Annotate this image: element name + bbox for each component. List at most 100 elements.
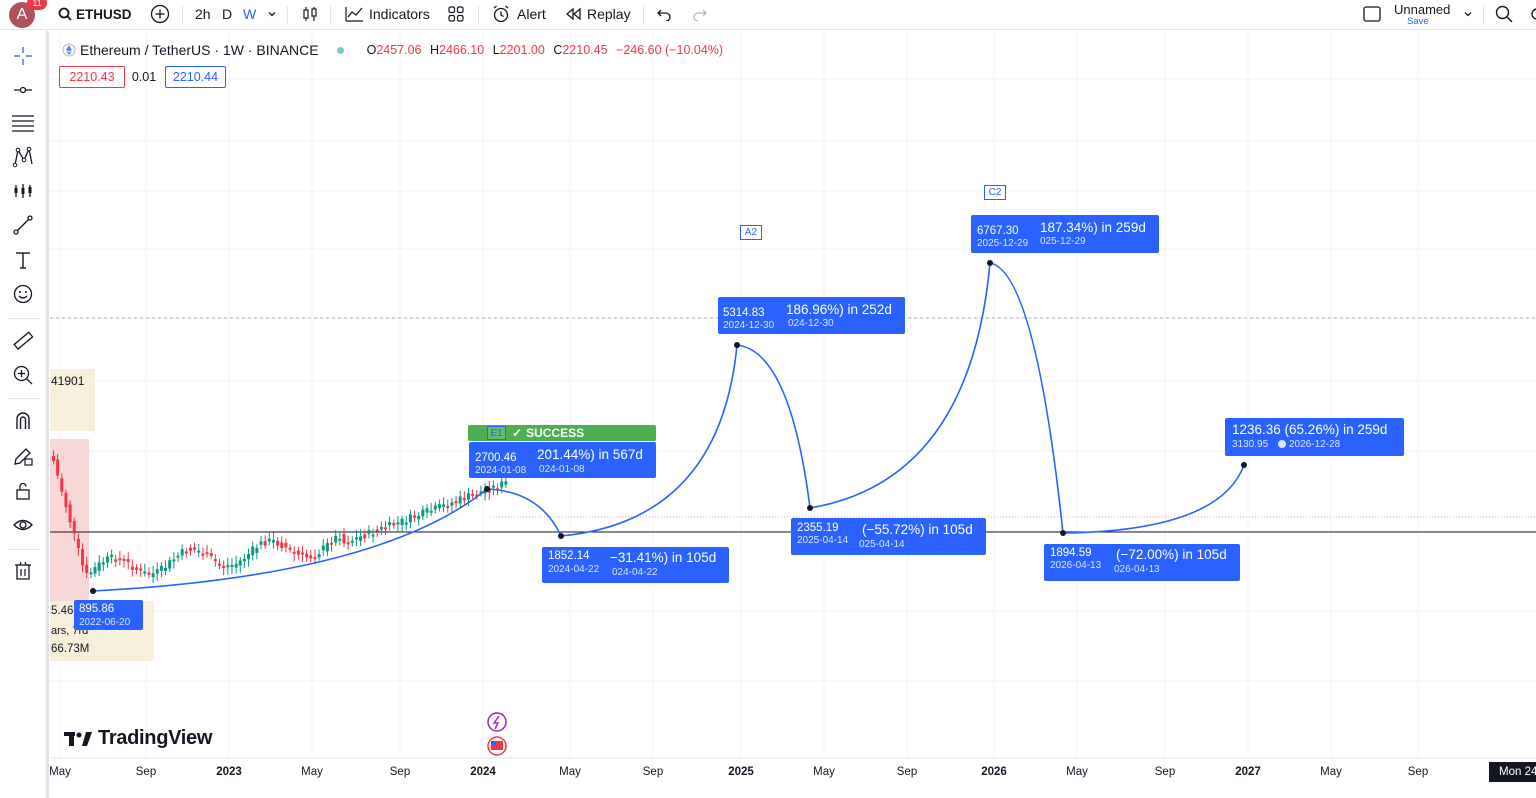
- crosshair-tool[interactable]: [9, 44, 37, 72]
- templates-button[interactable]: [447, 0, 465, 28]
- close-value: 2210.45: [562, 43, 608, 57]
- indicators-button[interactable]: Indicators: [345, 0, 430, 28]
- callout-ratio-date: 024-12-30: [788, 318, 834, 329]
- notification-count: 11: [32, 0, 42, 8]
- sell-price-button[interactable]: 2210.43: [59, 66, 125, 88]
- alert-button[interactable]: Alert: [491, 0, 546, 28]
- candle-body: [159, 565, 163, 571]
- price-callout-4[interactable]: 5314.83 2024-12-30 186.96%) in 252d 024-…: [718, 297, 905, 334]
- wave-point[interactable]: [807, 505, 813, 511]
- candle-body: [404, 522, 408, 525]
- symbol-search-button[interactable]: ETHUSD: [58, 0, 132, 28]
- arrow-wave-1: [92, 488, 488, 592]
- horizontal-ray-icon: [12, 79, 34, 106]
- lock-drawings-tool[interactable]: [9, 479, 37, 507]
- replay-button[interactable]: Replay: [565, 0, 631, 28]
- wave-point[interactable]: [558, 533, 564, 539]
- price-callout-7[interactable]: 1894.59 2026-04-13 (−72.00%) in 105d 026…: [1044, 544, 1240, 581]
- interval-d[interactable]: D: [222, 0, 232, 28]
- callout-date: 2024-01-08: [475, 465, 527, 476]
- candle-body: [346, 542, 350, 545]
- magnet-tool[interactable]: [9, 409, 37, 437]
- compare-symbol-button[interactable]: [150, 0, 170, 28]
- interval-2h[interactable]: 2h: [195, 0, 211, 28]
- price-callout-8[interactable]: 1236.36 (65.26%) in 259d 3130.95 2026-12…: [1225, 418, 1404, 456]
- remove-drawings-tool[interactable]: [9, 559, 37, 587]
- arrow-wave-6: [989, 262, 1064, 534]
- interval-w[interactable]: W: [243, 0, 256, 28]
- measure-tool[interactable]: [9, 329, 37, 357]
- candle-body: [176, 555, 180, 558]
- candle-body: [504, 481, 508, 485]
- candle-body: [155, 569, 159, 574]
- zoom-tool[interactable]: [9, 363, 37, 391]
- wave-point[interactable]: [1060, 530, 1066, 536]
- candle-body: [209, 553, 213, 556]
- price-callout-1[interactable]: 895.86 2022-06-20: [74, 600, 143, 630]
- candle-body: [292, 551, 296, 554]
- redo-button[interactable]: [692, 0, 708, 28]
- info-box-line: 5.46: [51, 605, 74, 617]
- rewind-icon: [565, 7, 581, 21]
- candle-body: [242, 558, 246, 562]
- forecast-tool[interactable]: [9, 179, 37, 207]
- tradingview-logo[interactable]: TradingView: [64, 727, 212, 750]
- candle-body: [72, 520, 76, 534]
- callout-price: 6767.30: [977, 225, 1019, 237]
- price-callout-2[interactable]: 2700.46 2024-01-08 201.44%) in 567d 024-…: [469, 442, 656, 478]
- layout-dropdown[interactable]: [1463, 0, 1473, 28]
- candle-body: [222, 565, 226, 568]
- callout-price: 1852.14: [548, 550, 590, 562]
- series-legend[interactable]: Ethereum / TetherUS · 1W · BINANCE O2457…: [62, 42, 723, 58]
- candle-body: [433, 505, 437, 510]
- wave-point[interactable]: [734, 342, 740, 348]
- layout-button[interactable]: [1362, 0, 1382, 28]
- interval-dropdown[interactable]: [267, 0, 277, 28]
- candle-body: [479, 491, 483, 494]
- settings-button[interactable]: [1527, 0, 1536, 28]
- icon-tool[interactable]: [9, 282, 37, 310]
- price-callout-3[interactable]: 1852.14 2024-04-22 −31.41%) in 105d 024-…: [542, 547, 729, 583]
- wave-point[interactable]: [987, 260, 993, 266]
- drawing-toolbar: [0, 31, 49, 798]
- candle-body: [130, 566, 134, 570]
- brush-tool[interactable]: [9, 213, 37, 241]
- buy-price-button[interactable]: 2210.44: [165, 66, 226, 88]
- candle-body: [471, 493, 475, 496]
- candle-body: [367, 530, 371, 534]
- wave-point[interactable]: [484, 486, 490, 492]
- candle-body: [305, 553, 309, 558]
- candle-body: [126, 558, 130, 562]
- wave-label-a2[interactable]: A2: [740, 225, 762, 240]
- price-callout-6[interactable]: 6767.30 2025-12-29 187.34%) in 259d 025-…: [971, 215, 1159, 253]
- trend-line-tool[interactable]: [9, 78, 37, 106]
- candle-body: [276, 540, 280, 546]
- wave-point[interactable]: [1241, 462, 1247, 468]
- layout-name-button[interactable]: Unnamed Save: [1394, 0, 1450, 30]
- candle-body: [238, 560, 242, 566]
- arrow-wave-3: [560, 344, 738, 537]
- hide-drawings-tool[interactable]: [9, 513, 37, 541]
- arrow-wave-2: [486, 488, 562, 537]
- event-lightning-icon[interactable]: [487, 712, 507, 732]
- chart-type-button[interactable]: [301, 0, 319, 28]
- callout-date: 2026-04-13: [1050, 560, 1102, 571]
- candle-body: [143, 571, 147, 574]
- rail-divider: [8, 398, 40, 399]
- candle-body: [218, 563, 221, 566]
- success-banner[interactable]: E1 ✓ SUCCESS: [468, 425, 656, 441]
- undo-button[interactable]: [656, 0, 672, 28]
- wave-point[interactable]: [90, 588, 96, 594]
- search-icon: [1494, 4, 1514, 24]
- wave-label-c2[interactable]: C2: [984, 185, 1006, 200]
- save-label: Save: [1407, 16, 1429, 27]
- text-tool[interactable]: [9, 248, 37, 276]
- chart-pane[interactable]: [50, 31, 1536, 798]
- time-axis-label: Sep: [1154, 766, 1176, 778]
- price-callout-5[interactable]: 2355.19 2025-04-14 (−55.72%) in 105d 025…: [791, 518, 986, 555]
- fib-tool[interactable]: [9, 111, 37, 139]
- quick-search-button[interactable]: [1494, 0, 1514, 28]
- keep-drawing-tool[interactable]: [9, 444, 37, 472]
- undo-icon: [656, 7, 672, 21]
- pattern-tool[interactable]: [9, 145, 37, 173]
